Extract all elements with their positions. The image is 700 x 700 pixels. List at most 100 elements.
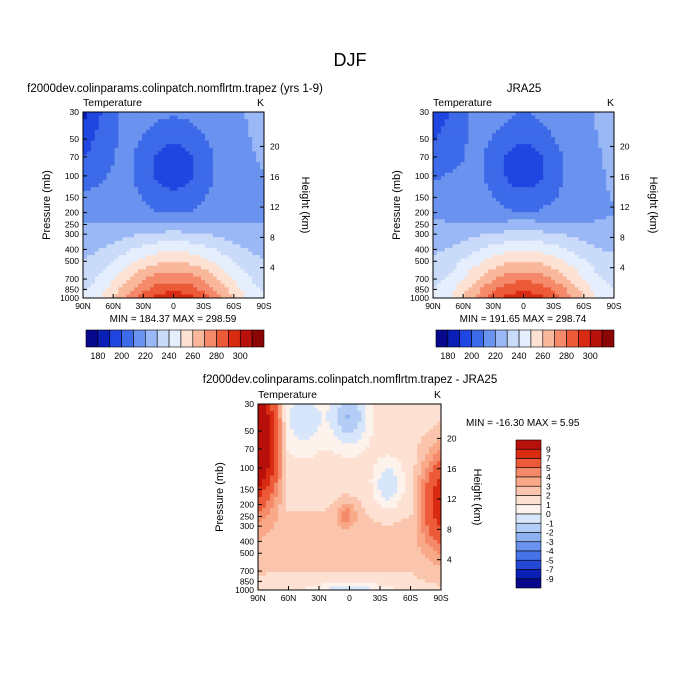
contour-cell (566, 255, 572, 260)
contour-cell (240, 122, 245, 127)
contour-cell (551, 119, 556, 124)
contour-cell (145, 158, 151, 163)
contour-cell (570, 119, 576, 124)
contour-cell (448, 151, 454, 156)
contour-cell (558, 154, 564, 160)
contour-cell (337, 404, 343, 409)
contour-cell (574, 283, 580, 288)
contour-cell (503, 205, 509, 210)
contour-cell (503, 122, 509, 127)
contour-cell (232, 258, 238, 263)
contour-cell (543, 172, 548, 177)
contour-cell (574, 205, 580, 210)
contour-cell (586, 176, 591, 181)
contour-cell (488, 244, 493, 249)
contour-cell (436, 169, 442, 174)
contour-cell (539, 244, 544, 249)
contour-cell (185, 176, 190, 181)
contour-cell (208, 230, 214, 235)
contour-cell (507, 112, 513, 117)
contour-cell (177, 133, 182, 138)
contour-cell (122, 183, 127, 188)
contour-cell (236, 151, 241, 156)
contour-cell (224, 119, 230, 124)
contour-cell (543, 197, 548, 203)
contour-cell (574, 208, 580, 213)
contour-cell (204, 237, 210, 242)
contour-cell (142, 244, 147, 249)
contour-cell (543, 122, 548, 127)
contour-cell (570, 137, 576, 142)
contour-cell (464, 262, 470, 267)
contour-cell (106, 272, 112, 278)
panel-jra25: JRA25 Temperature K 30507010015020025030… (391, 83, 659, 361)
contour-cell (224, 179, 230, 185)
contour-cell (216, 140, 222, 145)
contour-cell (507, 272, 513, 278)
contour-cell (201, 194, 206, 199)
contour-cell (610, 187, 614, 192)
contour-cell (142, 287, 147, 292)
contour-cell (106, 172, 112, 177)
contour-cell (212, 237, 218, 242)
contour-cell (118, 233, 123, 238)
contour-cell (543, 194, 548, 199)
contour-cell (181, 165, 186, 170)
pressure-tick-label: 1000 (60, 293, 79, 303)
contour-cell (515, 233, 521, 238)
contour-cell (527, 179, 532, 185)
contour-cell (602, 205, 607, 210)
contour-cell (236, 115, 241, 120)
contour-cell (165, 251, 171, 256)
contour-cell (216, 251, 222, 256)
contour-cell (256, 276, 261, 281)
contour-cell (570, 140, 576, 145)
contour-cell (252, 122, 257, 127)
contour-cell (519, 251, 525, 256)
contour-cell (134, 269, 139, 274)
contour-cell (122, 212, 127, 217)
contour-cell (511, 169, 517, 174)
contour-cell (208, 129, 214, 135)
contour-cell (566, 165, 572, 170)
contour-cell (460, 187, 466, 192)
contour-cell (193, 179, 198, 185)
contour-cell (98, 197, 104, 203)
contour-cell (248, 255, 253, 260)
contour-cell (161, 133, 167, 138)
contour-cell (503, 280, 509, 285)
contour-cell (269, 404, 275, 409)
contour-cell (102, 144, 108, 149)
contour-cell (181, 212, 186, 217)
contour-cell (181, 219, 186, 224)
contour-cell (602, 201, 607, 206)
contour-cell (495, 237, 501, 242)
contour-cell (157, 255, 163, 260)
contour-cell (161, 287, 167, 292)
contour-cell (440, 212, 446, 217)
contour-cell (130, 255, 135, 260)
contour-cell (602, 265, 607, 270)
contour-cell (492, 158, 497, 163)
contour-cell (547, 219, 552, 224)
contour-cell (484, 230, 489, 235)
contour-cell (177, 183, 182, 188)
contour-cell (83, 219, 88, 224)
contour-cell (240, 183, 245, 188)
contour-cell (252, 147, 257, 152)
contour-cell (436, 151, 442, 156)
contour-cell (515, 119, 521, 124)
contour-cell (110, 197, 116, 203)
contour-cell (535, 197, 540, 203)
contour-cell (130, 240, 135, 245)
contour-cell (106, 176, 112, 181)
colorbar-label: 300 (583, 351, 598, 361)
contour-cell (165, 290, 171, 296)
contour-cell (86, 251, 92, 256)
contour-cell (244, 230, 249, 235)
contour-cell (110, 137, 116, 142)
contour-cell (83, 226, 88, 231)
contour-cell (252, 247, 257, 253)
contour-cell (495, 122, 501, 127)
contour-cell (134, 290, 139, 296)
